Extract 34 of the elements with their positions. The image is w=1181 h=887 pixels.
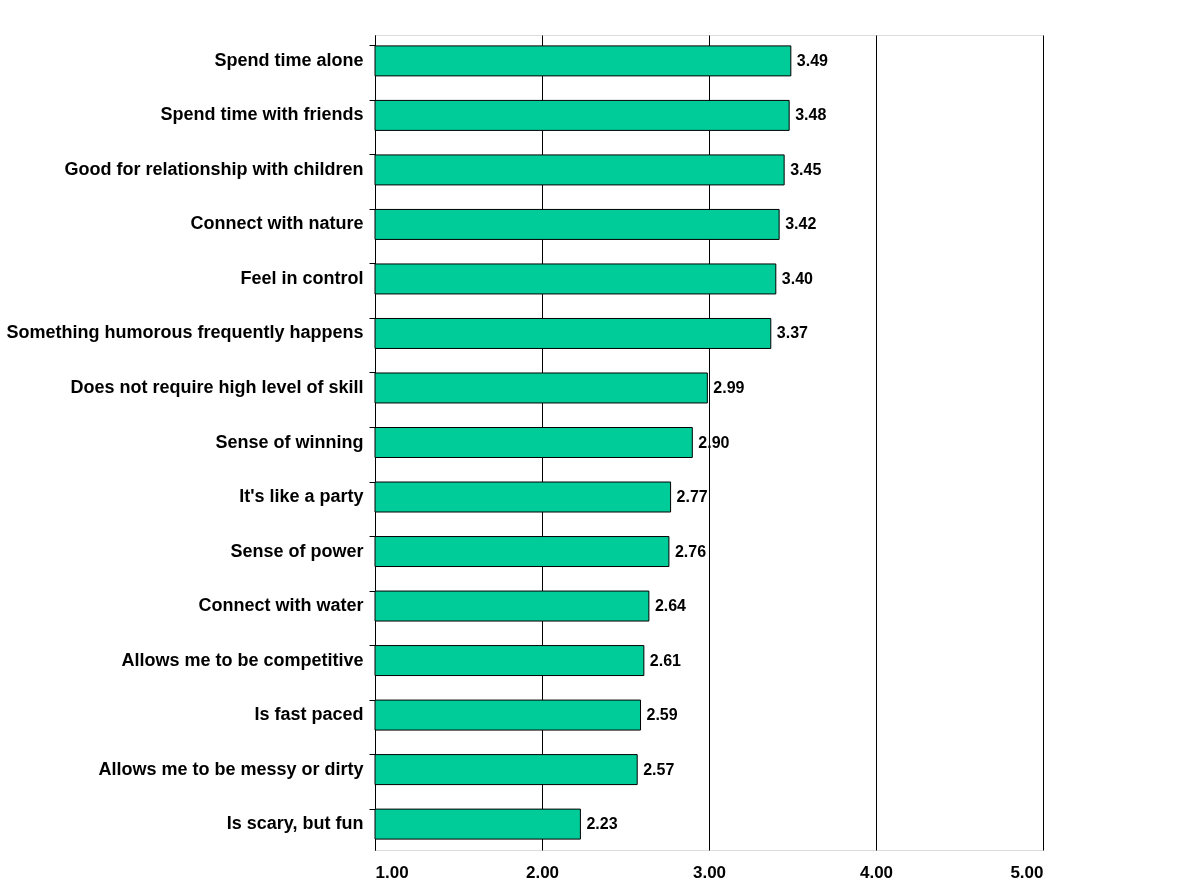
data-label: 2.61 — [649, 651, 682, 669]
x-tick-label: 1.00 — [375, 862, 409, 882]
x-tick-label: 2.00 — [525, 862, 560, 882]
data-label: 3.48 — [795, 106, 827, 124]
y-tick-label: Is fast paced — [254, 704, 364, 725]
y-tick-label: Sense of winning — [215, 431, 364, 452]
y-tick-label: Allows me to be messy or dirty — [98, 758, 364, 779]
data-label: 2.59 — [646, 706, 678, 724]
data-label: 2.77 — [676, 488, 708, 506]
data-label: 2.64 — [654, 597, 687, 615]
y-tick-label: Connect with water — [198, 595, 364, 616]
y-tick-label: Something humorous frequently happens — [6, 322, 364, 343]
data-label: 2.57 — [643, 760, 675, 778]
y-tick-label: Spend time with friends — [160, 104, 364, 125]
data-label: 2.76 — [674, 542, 707, 560]
x-tick-label: 4.00 — [859, 862, 894, 882]
x-tick-label: 3.00 — [692, 862, 727, 882]
y-tick-label: Allows me to be competitive — [121, 649, 364, 670]
y-tick-label: Connect with nature — [190, 213, 364, 234]
data-label: 3.37 — [776, 324, 809, 342]
y-tick-label: Spend time alone — [214, 49, 364, 70]
data-label: 3.49 — [796, 51, 829, 69]
data-label: 3.40 — [781, 269, 814, 287]
data-label: 2.23 — [586, 815, 618, 833]
data-label: 3.42 — [785, 215, 817, 233]
y-tick-label: Feel in control — [240, 267, 364, 288]
y-tick-label: Sense of power — [230, 540, 364, 561]
data-label: 3.45 — [790, 160, 822, 178]
y-tick-label: Does not require high level of skill — [70, 376, 364, 397]
y-tick-label: Is scary, but fun — [226, 813, 364, 834]
x-tick-label: 5.00 — [1010, 862, 1044, 882]
y-tick-label: It's like a party — [239, 486, 364, 507]
y-tick-label: Good for relationship with children — [64, 158, 364, 179]
data-label: 2.99 — [713, 378, 745, 396]
